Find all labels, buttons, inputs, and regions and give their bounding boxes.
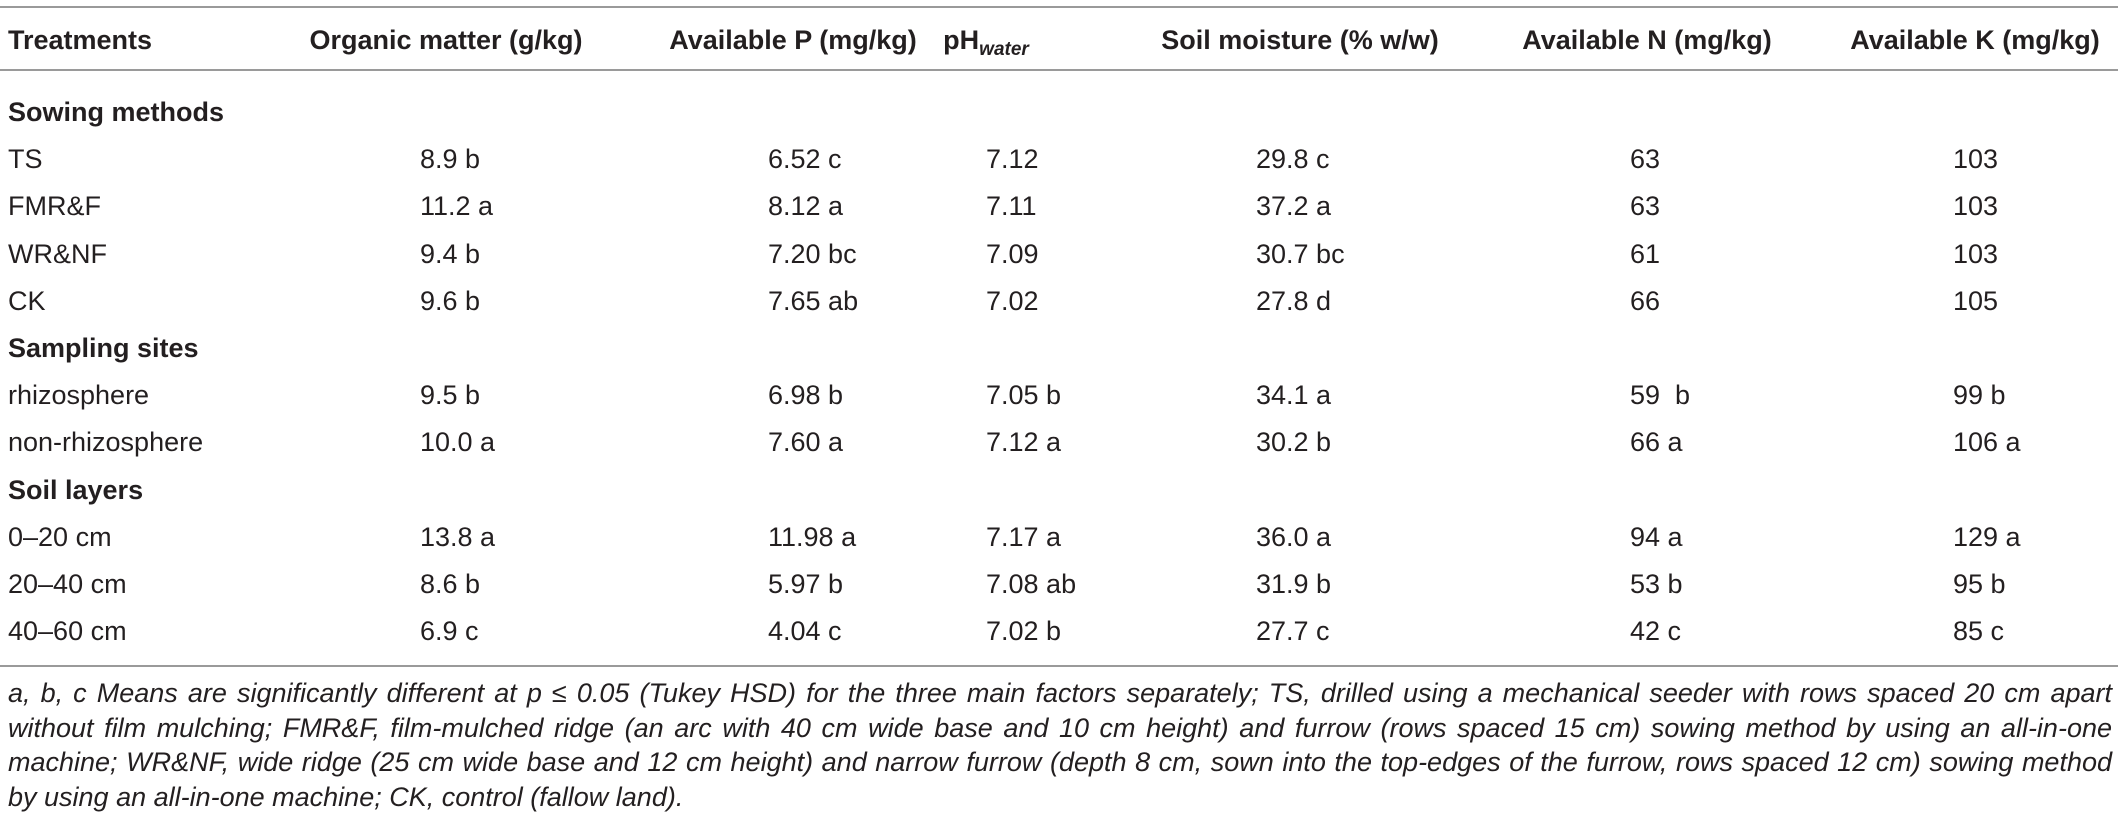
row-label: FMR&F: [8, 191, 101, 222]
row-label: 20–40 cm: [8, 569, 127, 599]
data-cell: 31.9 b: [1256, 569, 1332, 599]
section-title: Sowing methods: [8, 97, 224, 127]
data-cell: 85 c: [1953, 616, 2005, 647]
data-cell: 63: [1630, 144, 1661, 175]
data-cell: 7.02: [986, 285, 1039, 316]
data-cell: 7.02 b: [986, 616, 1062, 647]
data-cell: 105: [1953, 285, 1999, 316]
row-label: rhizosphere: [8, 380, 150, 411]
data-cell: 6.52 c: [768, 144, 842, 175]
data-cell: 59 b: [1630, 380, 1691, 411]
data-cell: 10.0 a: [420, 427, 496, 458]
data-cell: 29.8 c: [1256, 144, 1330, 175]
footnote: a, b, c Means are significantly differen…: [8, 678, 2112, 812]
data-cell: 9.6 b: [420, 285, 481, 316]
data-cell: 66: [1630, 285, 1661, 316]
data-cell: 94 a: [1630, 521, 1683, 552]
data-cell: 11.98 a: [768, 521, 857, 552]
data-cell: 7.12 a: [986, 427, 1062, 458]
data-cell: 27.8 d: [1256, 285, 1332, 316]
data-cell: 9.4 b: [420, 238, 481, 269]
data-cell: 103: [1953, 238, 1999, 269]
data-cell: 66 a: [1630, 427, 1683, 458]
data-cell: 7.08 ab: [986, 569, 1077, 599]
data-cell: 8.9 b: [420, 144, 481, 175]
data-cell: 129 a: [1953, 521, 2021, 552]
top-rule: [0, 6, 2118, 8]
data-cell: 36.0 a: [1256, 521, 1332, 552]
data-cell: 8.6 b: [420, 569, 481, 599]
header-cell: Soil moisture (% w/w): [1161, 25, 1439, 55]
row-label: CK: [8, 285, 46, 316]
data-cell: 34.1 a: [1256, 380, 1332, 411]
row-label: TS: [8, 144, 43, 175]
section-title: Sampling sites: [8, 333, 199, 363]
header-cell: Available K (mg/kg): [1850, 25, 2100, 55]
data-cell: 30.2 b: [1256, 427, 1332, 458]
data-cell: 6.9 c: [420, 616, 479, 647]
data-cell: 7.65 ab: [768, 285, 859, 316]
header-cell: Available N (mg/kg): [1522, 25, 1772, 55]
data-cell: 37.2 a: [1256, 191, 1332, 222]
data-cell: 27.7 c: [1256, 616, 1330, 647]
data-cell: 53 b: [1630, 569, 1683, 599]
data-cell: 7.17 a: [986, 521, 1062, 552]
data-cell: 7.20 bc: [768, 238, 857, 269]
data-cell: 7.09: [986, 238, 1039, 269]
data-cell: 9.5 b: [420, 380, 481, 411]
section-title: Soil layers: [8, 474, 144, 505]
row-label: 0–20 cm: [8, 521, 112, 552]
data-cell: 61: [1630, 238, 1661, 269]
data-cell: 63: [1630, 191, 1661, 222]
data-cell: 7.12: [986, 144, 1039, 175]
data-cell: 6.98 b: [768, 380, 844, 411]
data-cell: 42 c: [1630, 616, 1682, 647]
header-rule: [0, 69, 2118, 71]
row-label: 40–60 cm: [8, 616, 127, 647]
data-cell: 13.8 a: [420, 521, 496, 552]
data-cell: 103: [1953, 191, 1999, 222]
data-cell: 99 b: [1953, 380, 2006, 411]
data-cell: 4.04 c: [768, 616, 842, 647]
data-cell: 7.11: [986, 191, 1037, 222]
data-cell: 7.60 a: [768, 427, 844, 458]
data-cell: 95 b: [1953, 569, 2006, 599]
data-cell: 7.05 b: [986, 380, 1062, 411]
header-subscript: water: [979, 39, 1029, 60]
data-cell: 106 a: [1953, 427, 2021, 458]
header-cell: pHwater: [943, 23, 1029, 67]
data-cell: 5.97 b: [768, 569, 844, 599]
header-cell: Organic matter (g/kg): [309, 25, 583, 55]
header-text: pH: [943, 25, 980, 55]
data-cell: 11.2 a: [420, 191, 494, 222]
data-cell: 103: [1953, 144, 1999, 175]
data-cell: 30.7 bc: [1256, 238, 1345, 269]
data-cell: 8.12 a: [768, 191, 844, 222]
header-cell: Treatments: [8, 25, 153, 55]
row-label: non-rhizosphere: [8, 427, 204, 458]
header-cell: Available P (mg/kg): [669, 25, 917, 55]
row-label: WR&NF: [8, 238, 107, 269]
bottom-rule: [0, 665, 2118, 667]
